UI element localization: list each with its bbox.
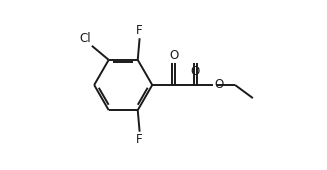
Text: Cl: Cl	[79, 32, 91, 45]
Text: O: O	[214, 79, 223, 91]
Text: O: O	[169, 49, 179, 62]
Text: F: F	[136, 133, 143, 146]
Text: O: O	[191, 65, 200, 78]
Text: F: F	[136, 24, 143, 37]
